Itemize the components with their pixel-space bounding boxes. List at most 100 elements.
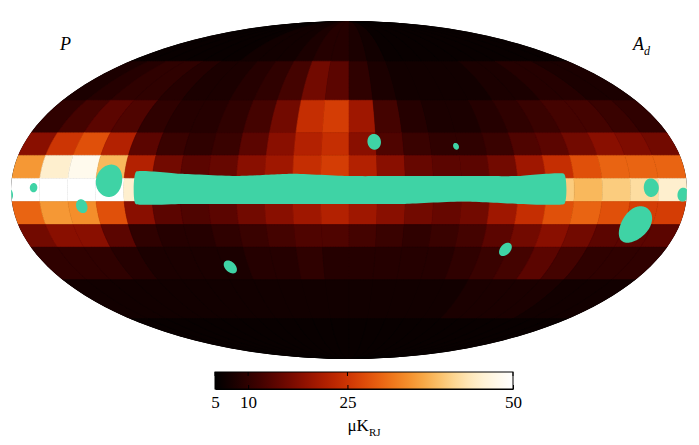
cell xyxy=(294,319,349,359)
cell xyxy=(294,225,323,248)
cell xyxy=(167,21,349,61)
cell xyxy=(404,155,433,178)
cell xyxy=(321,225,349,248)
tick-label: 25 xyxy=(339,393,356,412)
cell xyxy=(266,225,296,248)
cell xyxy=(208,202,238,225)
cell xyxy=(376,225,405,248)
cell xyxy=(641,133,680,156)
tick-mark xyxy=(513,385,514,389)
cell xyxy=(265,202,294,225)
cell xyxy=(211,225,243,248)
cell xyxy=(180,202,211,225)
cell xyxy=(377,202,406,225)
cell xyxy=(149,319,350,359)
mask xyxy=(11,134,687,273)
cell xyxy=(321,202,349,225)
cell xyxy=(349,225,377,248)
cell xyxy=(203,21,349,61)
tick-mark-top xyxy=(513,372,514,376)
axis-domain xyxy=(216,389,514,390)
cell xyxy=(211,133,243,156)
tick-label: 10 xyxy=(240,393,257,412)
cell xyxy=(296,247,325,280)
colorbar-label: μKRJ xyxy=(347,416,381,438)
tick-label: 50 xyxy=(505,393,522,412)
cell xyxy=(203,319,349,359)
tick-mark xyxy=(347,385,348,389)
colorbar-bar xyxy=(215,372,513,389)
cell xyxy=(322,247,349,280)
cell xyxy=(240,319,349,359)
cell xyxy=(570,155,602,178)
mask-spot xyxy=(96,165,122,197)
cell xyxy=(455,225,487,248)
cell xyxy=(331,21,349,61)
colorbar-label-main: μK xyxy=(347,416,369,435)
cell xyxy=(68,155,101,178)
cell xyxy=(221,21,349,61)
cell xyxy=(597,155,630,178)
cell xyxy=(487,155,518,178)
tick: 25 xyxy=(339,385,356,412)
cell xyxy=(652,155,686,178)
cell xyxy=(377,155,406,178)
cell xyxy=(294,21,349,61)
cell xyxy=(276,319,349,359)
cell xyxy=(602,178,631,201)
panel-label-left: P xyxy=(59,34,71,54)
cell xyxy=(349,100,376,133)
cell xyxy=(152,202,183,225)
panel-label-left-main: P xyxy=(59,34,71,54)
cell xyxy=(630,178,659,201)
cell xyxy=(402,225,432,248)
colorbar-label-subscript: RJ xyxy=(369,426,381,438)
cell xyxy=(321,155,349,178)
cell xyxy=(130,21,349,61)
cell xyxy=(432,202,462,225)
tick: 50 xyxy=(505,385,522,412)
cell xyxy=(349,21,550,61)
mask-spot xyxy=(11,188,687,202)
cell xyxy=(149,21,350,61)
map-background xyxy=(11,21,687,359)
cell xyxy=(325,61,349,100)
cell xyxy=(652,202,686,225)
mask-spot xyxy=(30,183,38,192)
cell xyxy=(514,202,545,225)
cell xyxy=(349,247,376,280)
cell xyxy=(185,319,349,359)
cells xyxy=(11,21,687,359)
mask-spot xyxy=(76,199,87,213)
cell xyxy=(240,21,349,61)
cell xyxy=(429,133,460,156)
cell xyxy=(625,155,658,178)
cell xyxy=(321,133,349,156)
cell xyxy=(429,225,460,248)
cell xyxy=(550,61,636,100)
cell xyxy=(459,202,489,225)
cell xyxy=(325,280,349,319)
cell xyxy=(96,202,128,225)
tick-mark-top xyxy=(248,372,249,376)
cell xyxy=(574,178,603,201)
cell xyxy=(349,319,550,359)
cell xyxy=(570,202,602,225)
cell xyxy=(296,100,325,133)
cell xyxy=(258,319,349,359)
cell xyxy=(349,319,568,359)
tick-mark-top xyxy=(215,372,216,376)
cell xyxy=(67,178,96,201)
mask-band xyxy=(134,171,567,205)
mask-spot xyxy=(367,134,381,150)
cell xyxy=(487,202,518,225)
colorbar: 5102550μKRJ xyxy=(211,372,522,438)
cell xyxy=(266,133,296,156)
cell xyxy=(39,178,68,201)
map-svg: PAd5102550μKRJ xyxy=(0,0,699,445)
tick: 10 xyxy=(240,385,257,412)
cell xyxy=(237,202,267,225)
panel-label-right: Ad xyxy=(632,34,651,58)
tick-mark xyxy=(215,385,216,389)
cell xyxy=(276,21,349,61)
